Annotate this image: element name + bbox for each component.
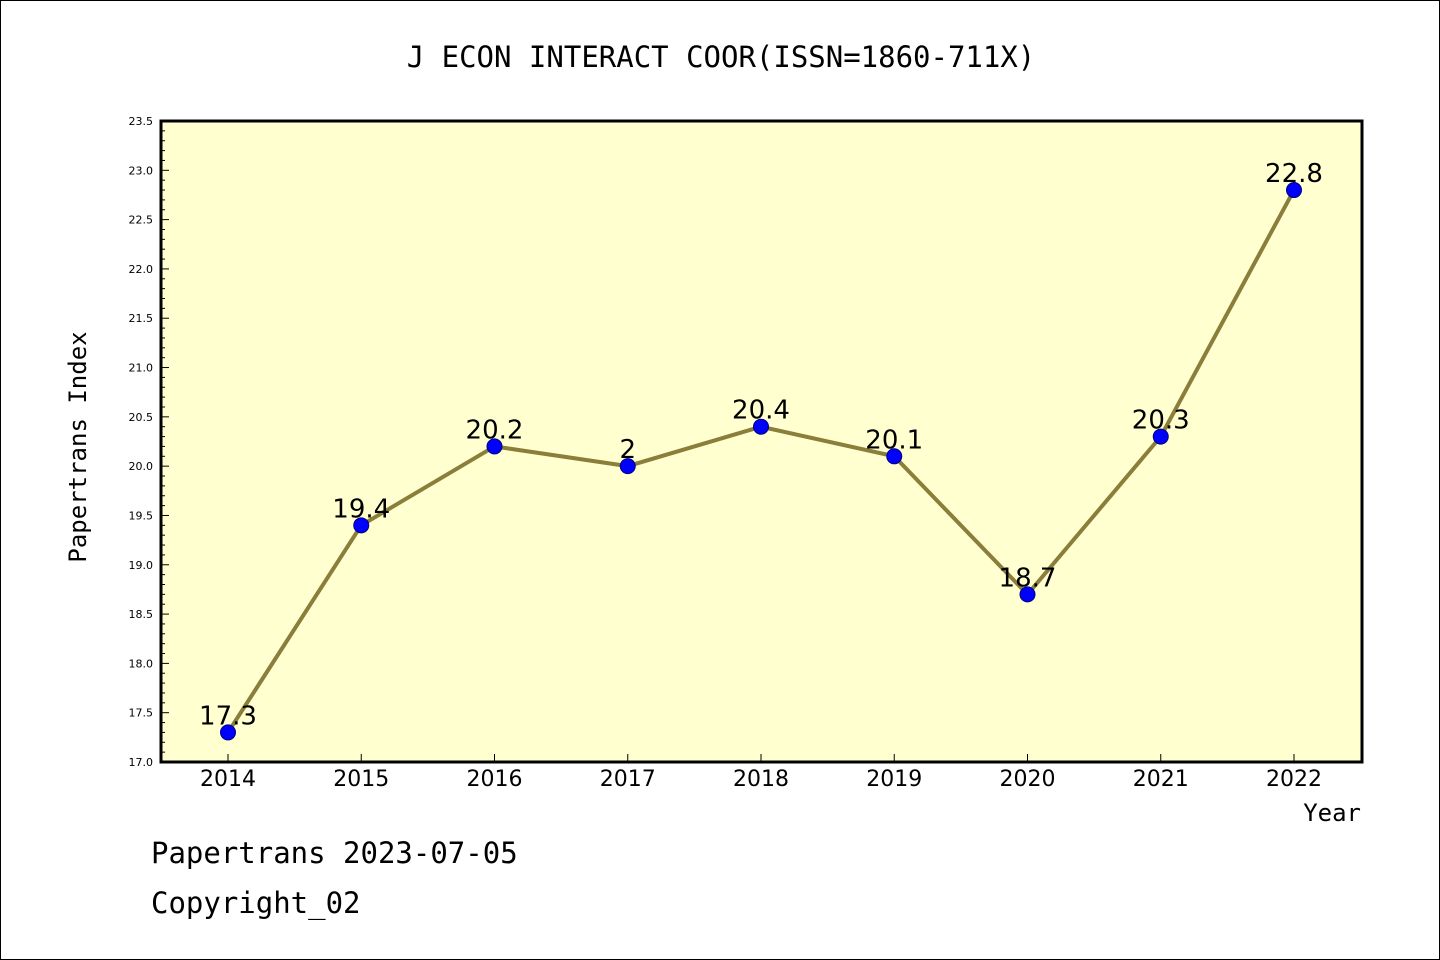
y-tick-label: 22.0 — [129, 263, 154, 276]
y-axis-ticks: 17.0 17.5 18.0 18.5 19.0 19.5 20.0 20.5 21.0 21.5… — [129, 115, 169, 769]
data-point — [220, 724, 236, 741]
data-point — [1286, 182, 1302, 199]
data-label: 20.3 — [1132, 406, 1190, 436]
data-label: 18.7 — [999, 563, 1057, 593]
x-tick-label: 2014 — [200, 767, 256, 792]
data-point — [353, 517, 370, 534]
x-tick-label: 2018 — [733, 767, 789, 792]
data-labels: 17.3 19.4 20.2 2 20.4 20.1 18.7 20.3 22.8 — [199, 159, 1323, 731]
y-tick-label: 19.0 — [129, 559, 154, 572]
data-point — [1019, 586, 1036, 603]
y-axis-label: Papertrans Index — [64, 331, 92, 562]
y-tick-label: 18.5 — [129, 608, 154, 621]
y-tick-label: 22.5 — [129, 214, 154, 227]
chart-title: J ECON INTERACT COOR(ISSN=1860-711X) — [407, 40, 1036, 74]
plot-area — [161, 121, 1362, 762]
data-label: 22.8 — [1265, 159, 1323, 189]
y-tick-label: 20.0 — [129, 460, 154, 473]
x-tick-label: 2019 — [866, 767, 922, 792]
y-tick-label: 23.0 — [129, 164, 154, 177]
x-tick-label: 2017 — [600, 767, 656, 792]
y-tick-label: 21.0 — [129, 362, 154, 375]
data-point — [619, 458, 636, 475]
data-label: 20.1 — [865, 425, 923, 455]
y-tick-label: 20.5 — [129, 411, 154, 424]
x-axis-ticks: 2014 2015 2016 2017 2018 2019 2020 2021 2022 — [200, 754, 1322, 792]
series-group — [220, 182, 1302, 741]
y-tick-label: 21.5 — [129, 312, 154, 325]
y-tick-label: 17.5 — [129, 707, 154, 720]
y-tick-label: 23.5 — [129, 115, 154, 128]
data-point — [1152, 428, 1169, 445]
x-tick-label: 2015 — [333, 767, 389, 792]
y-tick-label: 17.0 — [129, 756, 154, 769]
x-tick-label: 2016 — [467, 767, 523, 792]
data-label: 17.3 — [199, 701, 257, 731]
x-axis-label: Year — [1303, 799, 1361, 827]
x-tick-label: 2022 — [1266, 767, 1322, 792]
data-point — [486, 438, 503, 455]
plot-border — [159, 119, 1364, 764]
data-point — [886, 448, 903, 465]
data-point — [753, 418, 769, 435]
data-label: 2 — [619, 435, 636, 465]
y-tick-label: 18.0 — [129, 657, 154, 670]
data-label: 20.4 — [732, 396, 790, 426]
x-tick-label: 2020 — [1000, 767, 1056, 792]
data-label: 19.4 — [332, 494, 390, 524]
data-label: 20.2 — [466, 415, 524, 445]
y-tick-label: 19.5 — [129, 509, 154, 522]
footer-copyright: Copyright_02 — [151, 886, 361, 920]
footer-date: Papertrans 2023-07-05 — [151, 836, 518, 870]
x-tick-label: 2021 — [1133, 767, 1189, 792]
